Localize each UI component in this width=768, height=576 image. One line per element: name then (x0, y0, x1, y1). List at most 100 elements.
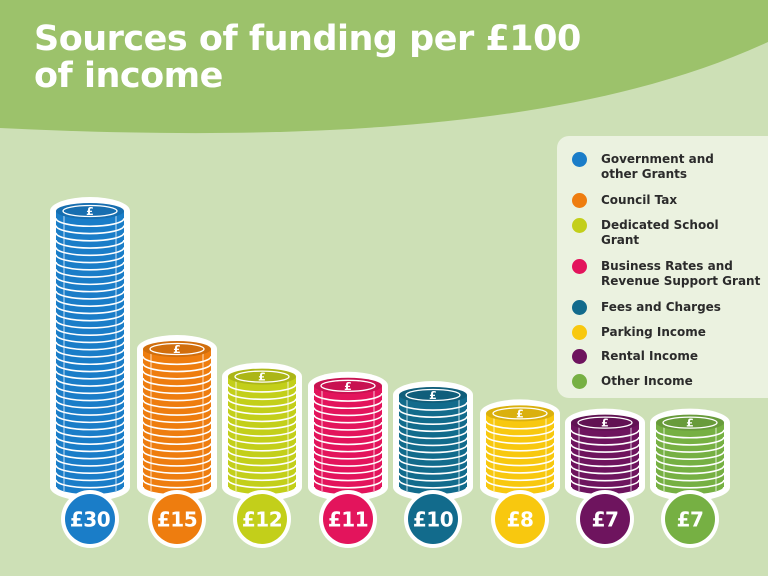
coin-edge (142, 443, 212, 453)
coin-pound-symbol: £ (429, 389, 437, 402)
coin-edge (55, 232, 125, 242)
legend-label: Government and other Grants (601, 152, 768, 182)
coin-edge (398, 437, 468, 447)
coin-edge (655, 451, 725, 461)
coin-edge (227, 383, 297, 393)
legend-label: Business Rates and Revenue Support Grant (601, 259, 768, 289)
coin-edge (398, 451, 468, 461)
value-badge (495, 494, 545, 544)
coin-edge (142, 406, 212, 416)
legend-label-line: Rental Income (601, 349, 699, 363)
coin-edge (55, 348, 125, 358)
coin-edge (655, 436, 725, 446)
coin-top-ring (234, 370, 290, 383)
coin-edge (142, 377, 212, 387)
legend-label-line: Business Rates and (601, 259, 733, 273)
coin-edge (313, 450, 383, 460)
coin-edge (55, 261, 125, 271)
coin-edge (55, 225, 125, 235)
legend-color-dot (572, 218, 587, 233)
coin-edge (227, 405, 297, 415)
coin-edge (142, 392, 212, 402)
coin-edge (227, 413, 297, 423)
coin-edge (55, 297, 125, 307)
coin-edge (55, 414, 125, 424)
coin-top-ring (662, 416, 718, 429)
coin-edge (55, 435, 125, 445)
coin-edge (570, 429, 640, 439)
coin-edge (313, 457, 383, 467)
coin-edge (398, 458, 468, 468)
coin-bottom (571, 479, 639, 495)
legend-color-dot (572, 259, 587, 274)
value-label: £15 (157, 508, 197, 532)
coin-edge (313, 465, 383, 475)
coin-edge (485, 442, 555, 452)
value-label: £11 (328, 508, 368, 532)
coin-edge (313, 407, 383, 417)
coin-edge (227, 427, 297, 437)
coin-edge (142, 370, 212, 380)
coin-edge (655, 472, 725, 482)
coin-stack-body (571, 422, 639, 487)
coin-stack: £ £11 (308, 371, 388, 548)
coin-edge (55, 406, 125, 416)
coin-edge (142, 428, 212, 438)
coin-edge (55, 356, 125, 366)
coin-edge (55, 464, 125, 475)
coin-edge (398, 401, 468, 411)
coin-edge (227, 464, 297, 474)
coin-edge (655, 443, 725, 453)
coin-edge (55, 283, 125, 293)
coin-edge (485, 427, 555, 437)
value-badge (237, 494, 287, 544)
coin-edge (313, 443, 383, 453)
coin-edge (313, 421, 383, 431)
coin-edge (227, 420, 297, 430)
coin-edge (485, 435, 555, 445)
coin-top-ring (405, 388, 461, 402)
legend-color-dot (572, 193, 587, 208)
coin-edge (55, 472, 125, 482)
value-label: £10 (413, 508, 453, 532)
coin-edge (55, 268, 125, 278)
coin-edge (55, 305, 125, 315)
coin-edge (227, 442, 297, 452)
coin-edge (55, 385, 125, 395)
coin-edge (570, 443, 640, 453)
legend-label-line: Council Tax (601, 193, 678, 207)
coin-edge (55, 341, 125, 351)
chart-title-line-2: of income (34, 56, 223, 96)
coin-edge (398, 472, 468, 482)
coin-edge (142, 363, 212, 373)
legend-label: Dedicated School Grant (601, 218, 768, 248)
value-label: £12 (242, 508, 282, 532)
coin-stack: £ £12 (222, 362, 302, 548)
coin-pound-symbol: £ (686, 417, 694, 430)
coin-edge (227, 479, 297, 489)
value-badge (408, 494, 458, 544)
coin-edge (485, 457, 555, 467)
coin-edge (55, 247, 125, 257)
coin-edge (398, 444, 468, 454)
coin-bottom (399, 479, 467, 495)
coin-pound-symbol: £ (258, 371, 266, 384)
coin-edge (313, 400, 383, 410)
coin-edge (398, 465, 468, 475)
coin-edge (55, 450, 125, 460)
coin-edge (570, 465, 640, 475)
coin-edge (313, 428, 383, 438)
coin-stack: £ £30 (50, 197, 130, 548)
coin-edge (655, 479, 725, 489)
coin-edge (570, 472, 640, 482)
coin-edge (227, 457, 297, 467)
coin-top-ring (149, 342, 205, 356)
legend-label-line: other Grants (601, 167, 688, 181)
coin-edge (55, 428, 125, 438)
coin-edge (142, 464, 212, 475)
coin-stack: £ £7 (650, 408, 730, 548)
coin-edge (55, 312, 125, 322)
header-wave (0, 0, 768, 134)
coin-edge (313, 392, 383, 402)
coin-edge (55, 443, 125, 453)
